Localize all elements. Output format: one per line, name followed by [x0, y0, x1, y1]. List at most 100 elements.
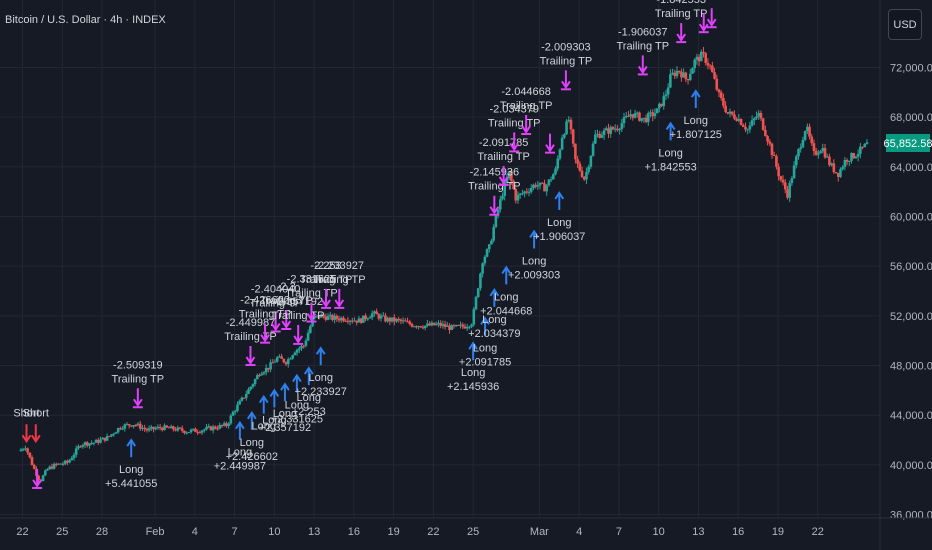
candle-body	[527, 191, 531, 193]
candle-body	[847, 160, 851, 162]
candle	[282, 358, 286, 364]
candle	[545, 183, 548, 196]
candle	[518, 192, 522, 199]
candle	[262, 371, 266, 376]
candle	[322, 312, 325, 319]
signal-pnl: +2.044668	[480, 305, 532, 317]
candle	[289, 357, 292, 360]
candle	[132, 424, 135, 429]
signal-label: Trailing TP	[300, 274, 353, 286]
exit-signal: Trailing TP -2.145936	[468, 167, 521, 216]
candle-body	[83, 442, 87, 446]
candle-body	[713, 72, 716, 79]
candle-body	[172, 426, 175, 430]
candle-body	[216, 428, 219, 430]
candle-body	[357, 318, 361, 323]
candle-body	[185, 432, 188, 434]
candle	[198, 430, 202, 434]
candle	[125, 422, 129, 426]
candle	[744, 122, 747, 133]
candle-body	[443, 324, 447, 327]
y-tick-label: 36,000.00	[890, 510, 932, 522]
signal-pnl: +5.441055	[105, 478, 157, 490]
candle	[267, 367, 270, 373]
exit-signal	[706, 8, 717, 29]
candle	[527, 188, 531, 197]
candle	[494, 213, 498, 228]
exit-arrow-head	[676, 33, 687, 42]
currency-button[interactable]: USD	[888, 9, 922, 40]
signal-label: Trailing TP	[500, 100, 553, 112]
y-tick-label: 40,000.00	[890, 460, 932, 472]
candle	[55, 462, 58, 467]
candle	[19, 447, 23, 452]
candle	[357, 315, 361, 323]
candle-body	[649, 112, 652, 114]
candle-body	[395, 318, 398, 322]
candle-body	[794, 156, 798, 166]
candle	[79, 445, 82, 448]
candle-body	[518, 193, 522, 195]
signal-label: Long	[684, 115, 708, 127]
candle-body	[660, 103, 663, 107]
candle	[552, 172, 555, 180]
candle	[191, 428, 195, 432]
candle	[335, 314, 339, 322]
candle-body	[832, 163, 836, 172]
candle-body	[733, 114, 736, 119]
candle	[154, 426, 158, 431]
candle	[755, 111, 758, 120]
candle-body	[825, 156, 829, 158]
candle-body	[271, 362, 275, 364]
candle-body	[320, 314, 323, 318]
candle-body	[273, 361, 277, 363]
candle-body	[333, 315, 336, 320]
candle	[421, 325, 425, 330]
candle-body	[167, 427, 171, 429]
candle	[401, 317, 405, 324]
up-arrow-head	[480, 316, 490, 325]
candle-body	[865, 142, 869, 145]
candle	[381, 312, 385, 317]
candle	[404, 318, 407, 322]
candle	[269, 359, 272, 373]
long-signal: Long +2.233927	[295, 346, 347, 398]
candle	[658, 102, 661, 113]
candle-body	[289, 358, 292, 360]
candle	[134, 423, 138, 427]
up-arrow-head	[554, 191, 565, 200]
candle	[646, 111, 650, 126]
candle	[596, 129, 599, 138]
candle	[861, 146, 864, 150]
candle	[328, 311, 332, 320]
candle	[781, 175, 785, 186]
candle-body	[136, 423, 140, 426]
candle-body	[666, 87, 670, 95]
candle-body	[198, 432, 202, 434]
candle	[317, 315, 321, 320]
candle	[662, 92, 666, 110]
candle	[633, 109, 637, 119]
candle	[611, 126, 615, 131]
candle-body	[46, 469, 49, 471]
candle-body	[622, 117, 626, 124]
candle-body	[536, 185, 540, 187]
candle-body	[717, 89, 721, 93]
candle	[300, 344, 303, 352]
candle-body	[631, 114, 635, 118]
candle-body	[227, 423, 230, 427]
candle	[304, 338, 308, 348]
candle	[66, 459, 69, 466]
candle-body	[525, 191, 529, 193]
long-signal: Long +5.441055	[105, 438, 157, 490]
candle-body	[700, 51, 703, 62]
candle-body	[43, 470, 47, 476]
candle-body	[494, 214, 498, 228]
candle	[772, 151, 776, 157]
candle-body	[331, 314, 334, 320]
candle-body	[624, 115, 628, 118]
candle	[236, 401, 239, 413]
signal-label: Trailing TP	[488, 117, 541, 129]
candle-body	[275, 357, 279, 362]
